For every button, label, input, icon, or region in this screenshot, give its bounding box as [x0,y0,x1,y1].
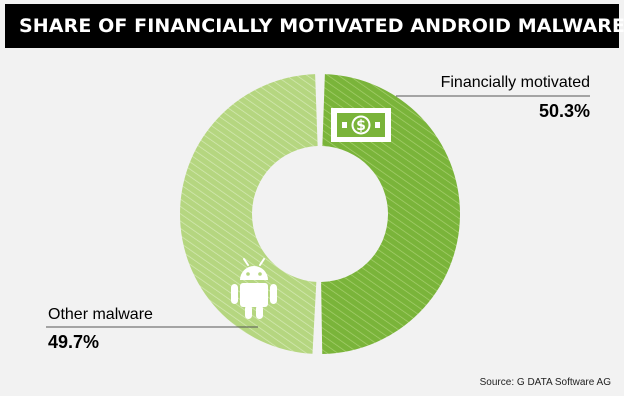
svg-text:$: $ [356,118,366,134]
dollar-banknote-icon: $ [331,108,391,142]
source-note: Source: G DATA Software AG [479,377,611,388]
pie-slice-financially-motivated [321,74,461,354]
pie-slice-other-malware [180,74,318,354]
chart-title: SHARE OF FINANCIALLY MOTIVATED ANDROID M… [5,4,624,48]
slice-label-other-malware: Other malware [48,306,153,323]
android-robot-icon [231,258,277,319]
slice-value-financially-motivated: 50.3% [538,101,590,121]
slice-value-other-malware: 49.7% [48,332,100,352]
slice-label-financially-motivated: Financially motivated [440,74,590,91]
